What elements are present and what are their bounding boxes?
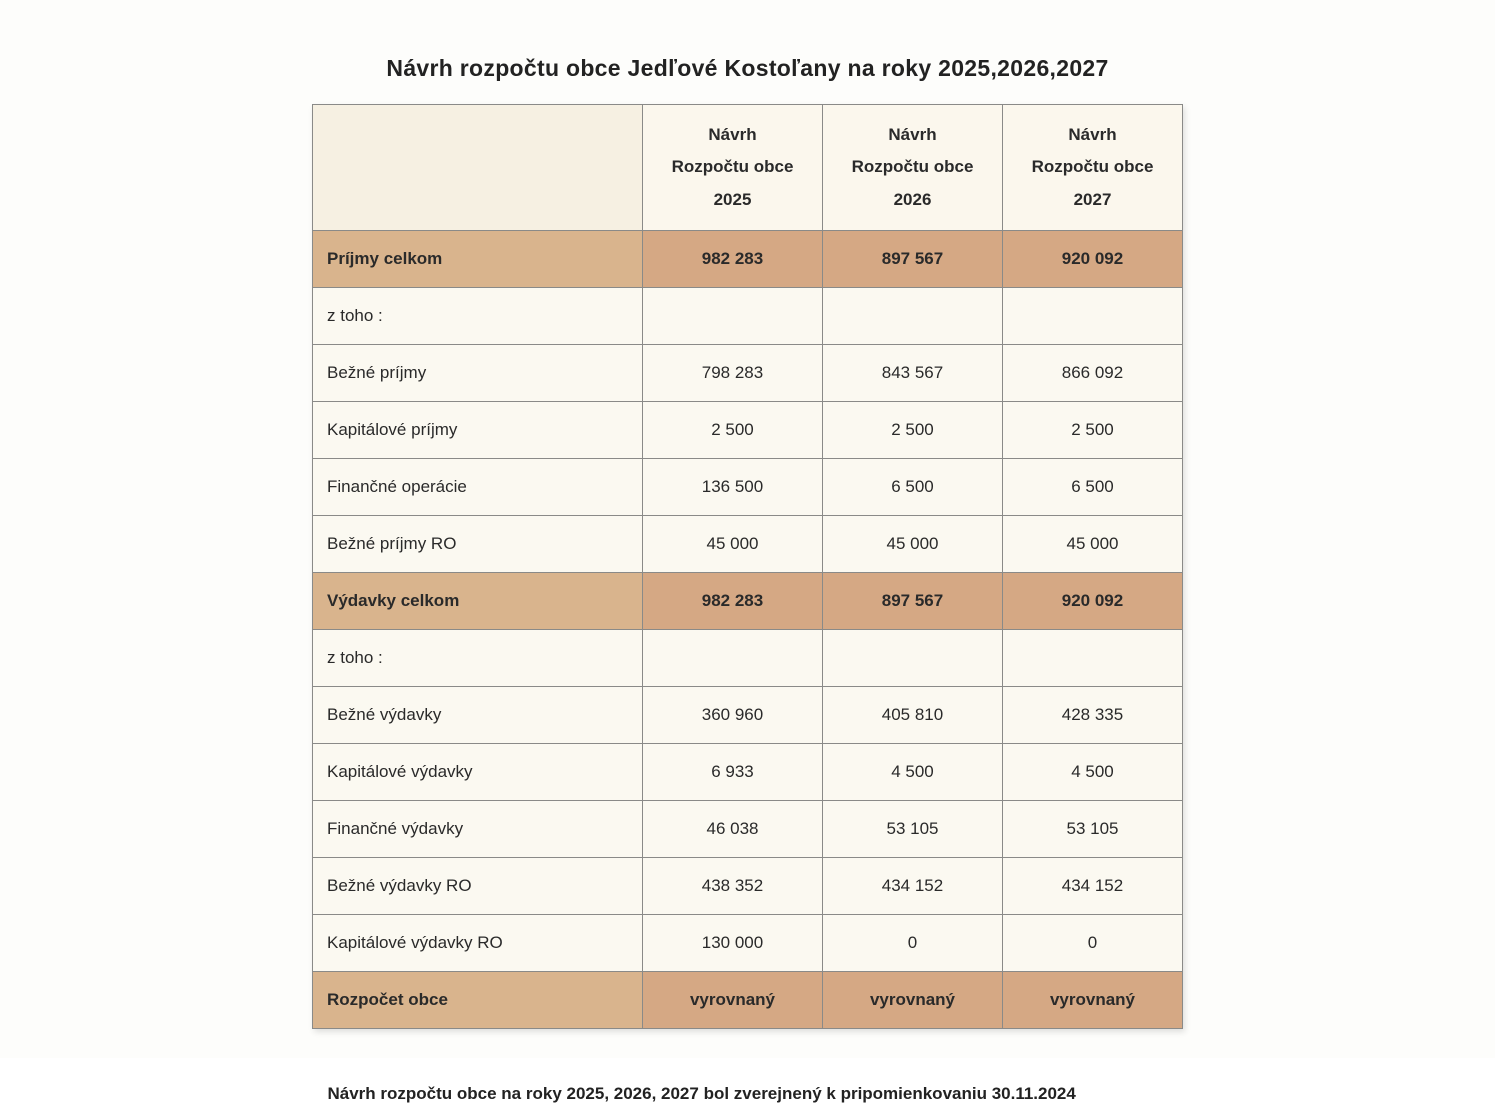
col-header-line1: Návrh xyxy=(1068,125,1116,144)
row-label: Výdavky celkom xyxy=(313,573,643,630)
row-label: Kapitálové výdavky RO xyxy=(313,915,643,972)
row-val-2026: 897 567 xyxy=(823,231,1003,288)
row-val-2025: 46 038 xyxy=(643,801,823,858)
col-header-line3: 2027 xyxy=(1074,190,1112,209)
row-label: Bežné výdavky xyxy=(313,687,643,744)
table-row: Bežné výdavky360 960405 810428 335 xyxy=(313,687,1183,744)
col-header-line1: Návrh xyxy=(708,125,756,144)
row-val-2026: 0 xyxy=(823,915,1003,972)
row-val-2027: 4 500 xyxy=(1003,744,1183,801)
col-header-line2: Rozpočtu obce xyxy=(1032,157,1154,176)
row-val-2025: 798 283 xyxy=(643,345,823,402)
row-val-2026 xyxy=(823,288,1003,345)
col-header-empty xyxy=(313,105,643,231)
col-header-2027: Návrh Rozpočtu obce 2027 xyxy=(1003,105,1183,231)
row-val-2025: 360 960 xyxy=(643,687,823,744)
row-val-2026: vyrovnaný xyxy=(823,972,1003,1029)
table-row: Bežné príjmy798 283843 567866 092 xyxy=(313,345,1183,402)
row-label: z toho : xyxy=(313,288,643,345)
table-row: Finančné operácie136 5006 5006 500 xyxy=(313,459,1183,516)
row-val-2027: 434 152 xyxy=(1003,858,1183,915)
document-title: Návrh rozpočtu obce Jedľové Kostoľany na… xyxy=(0,55,1495,82)
row-val-2025: 438 352 xyxy=(643,858,823,915)
table-body: Príjmy celkom982 283897 567920 092z toho… xyxy=(313,231,1183,1029)
budget-table: Návrh Rozpočtu obce 2025 Návrh Rozpočtu … xyxy=(312,104,1183,1029)
col-header-2026: Návrh Rozpočtu obce 2026 xyxy=(823,105,1003,231)
row-val-2026: 2 500 xyxy=(823,402,1003,459)
col-header-line2: Rozpočtu obce xyxy=(672,157,794,176)
row-val-2027: vyrovnaný xyxy=(1003,972,1183,1029)
col-header-line3: 2025 xyxy=(714,190,752,209)
table-header-row: Návrh Rozpočtu obce 2025 Návrh Rozpočtu … xyxy=(313,105,1183,231)
row-val-2026 xyxy=(823,630,1003,687)
row-val-2025: 982 283 xyxy=(643,573,823,630)
table-row: z toho : xyxy=(313,630,1183,687)
table-row: Výdavky celkom982 283897 567920 092 xyxy=(313,573,1183,630)
col-header-line2: Rozpočtu obce xyxy=(852,157,974,176)
table-row: z toho : xyxy=(313,288,1183,345)
row-label: Bežné výdavky RO xyxy=(313,858,643,915)
row-val-2027 xyxy=(1003,630,1183,687)
table-row: Kapitálové príjmy2 5002 5002 500 xyxy=(313,402,1183,459)
row-val-2025: 6 933 xyxy=(643,744,823,801)
table-row: Bežné príjmy RO45 00045 00045 000 xyxy=(313,516,1183,573)
row-val-2027: 2 500 xyxy=(1003,402,1183,459)
row-label: Finančné operácie xyxy=(313,459,643,516)
row-val-2026: 53 105 xyxy=(823,801,1003,858)
row-label: Rozpočet obce xyxy=(313,972,643,1029)
row-val-2027: 866 092 xyxy=(1003,345,1183,402)
row-val-2026: 897 567 xyxy=(823,573,1003,630)
col-header-line3: 2026 xyxy=(894,190,932,209)
row-val-2025: 45 000 xyxy=(643,516,823,573)
table-row: Kapitálové výdavky6 9334 5004 500 xyxy=(313,744,1183,801)
row-val-2025: 136 500 xyxy=(643,459,823,516)
table-row: Rozpočet obcevyrovnanývyrovnanývyrovnaný xyxy=(313,972,1183,1029)
table-row: Príjmy celkom982 283897 567920 092 xyxy=(313,231,1183,288)
row-label: Bežné príjmy RO xyxy=(313,516,643,573)
row-val-2026: 45 000 xyxy=(823,516,1003,573)
table-row: Bežné výdavky RO438 352434 152434 152 xyxy=(313,858,1183,915)
row-val-2027: 428 335 xyxy=(1003,687,1183,744)
row-val-2027: 6 500 xyxy=(1003,459,1183,516)
row-val-2026: 434 152 xyxy=(823,858,1003,915)
row-val-2026: 843 567 xyxy=(823,345,1003,402)
row-val-2026: 405 810 xyxy=(823,687,1003,744)
row-label: z toho : xyxy=(313,630,643,687)
row-label: Finančné výdavky xyxy=(313,801,643,858)
row-val-2026: 4 500 xyxy=(823,744,1003,801)
col-header-line1: Návrh xyxy=(888,125,936,144)
row-val-2026: 6 500 xyxy=(823,459,1003,516)
table-row: Kapitálové výdavky RO130 00000 xyxy=(313,915,1183,972)
row-val-2027: 920 092 xyxy=(1003,573,1183,630)
row-val-2025: 982 283 xyxy=(643,231,823,288)
row-val-2025 xyxy=(643,288,823,345)
row-val-2027: 53 105 xyxy=(1003,801,1183,858)
row-label: Bežné príjmy xyxy=(313,345,643,402)
row-val-2025 xyxy=(643,630,823,687)
row-val-2027 xyxy=(1003,288,1183,345)
row-label: Kapitálové príjmy xyxy=(313,402,643,459)
row-val-2025: 130 000 xyxy=(643,915,823,972)
row-val-2025: 2 500 xyxy=(643,402,823,459)
document-page: Návrh rozpočtu obce Jedľové Kostoľany na… xyxy=(0,0,1495,1058)
row-val-2027: 0 xyxy=(1003,915,1183,972)
footnote: Návrh rozpočtu obce na roky 2025, 2026, … xyxy=(298,1084,1198,1104)
col-header-2025: Návrh Rozpočtu obce 2025 xyxy=(643,105,823,231)
row-label: Príjmy celkom xyxy=(313,231,643,288)
table-row: Finančné výdavky46 03853 10553 105 xyxy=(313,801,1183,858)
row-label: Kapitálové výdavky xyxy=(313,744,643,801)
row-val-2027: 45 000 xyxy=(1003,516,1183,573)
row-val-2025: vyrovnaný xyxy=(643,972,823,1029)
row-val-2027: 920 092 xyxy=(1003,231,1183,288)
table-head: Návrh Rozpočtu obce 2025 Návrh Rozpočtu … xyxy=(313,105,1183,231)
